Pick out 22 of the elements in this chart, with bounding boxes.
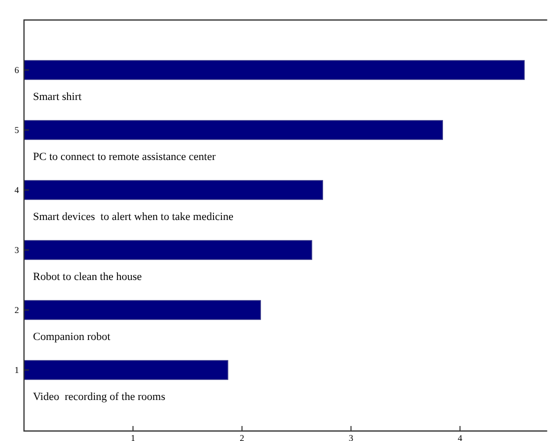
y-tick-label: 4 — [14, 185, 20, 195]
x-tick-label: 1 — [130, 433, 136, 441]
annotation: Companion robot — [33, 331, 110, 343]
bar — [24, 300, 261, 320]
y-tick-label: 3 — [14, 245, 20, 255]
annotation: Smart shirt — [33, 91, 82, 103]
x-tick-label: 3 — [348, 433, 354, 441]
y-tick-label: 2 — [14, 305, 19, 315]
annotation: Smart devices to alert when to take medicine — [33, 211, 234, 223]
bar — [24, 60, 525, 80]
y-tick-label: 5 — [14, 125, 20, 135]
y-tick-label: 1 — [14, 365, 19, 375]
x-tick-label: 2 — [240, 433, 244, 441]
bar — [24, 360, 228, 380]
annotation: PC to connect to remote assistance center — [33, 151, 216, 163]
y-tick-label: 6 — [14, 65, 20, 75]
bar — [24, 180, 324, 200]
x-tick-label: 4 — [458, 433, 463, 441]
bar — [24, 240, 312, 260]
bar — [24, 120, 443, 140]
annotation: Robot to clean the house — [33, 271, 142, 283]
annotation: Video recording of the rooms — [33, 391, 166, 403]
